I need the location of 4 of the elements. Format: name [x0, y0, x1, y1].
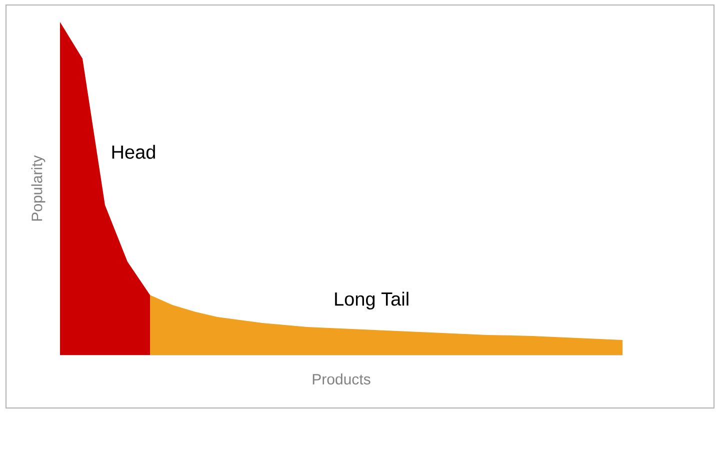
series-label: Long Tail — [335, 292, 408, 310]
series-label: Head — [112, 144, 155, 159]
x-axis-title: Products — [312, 374, 370, 385]
y-axis-title: Popularity — [31, 155, 46, 221]
